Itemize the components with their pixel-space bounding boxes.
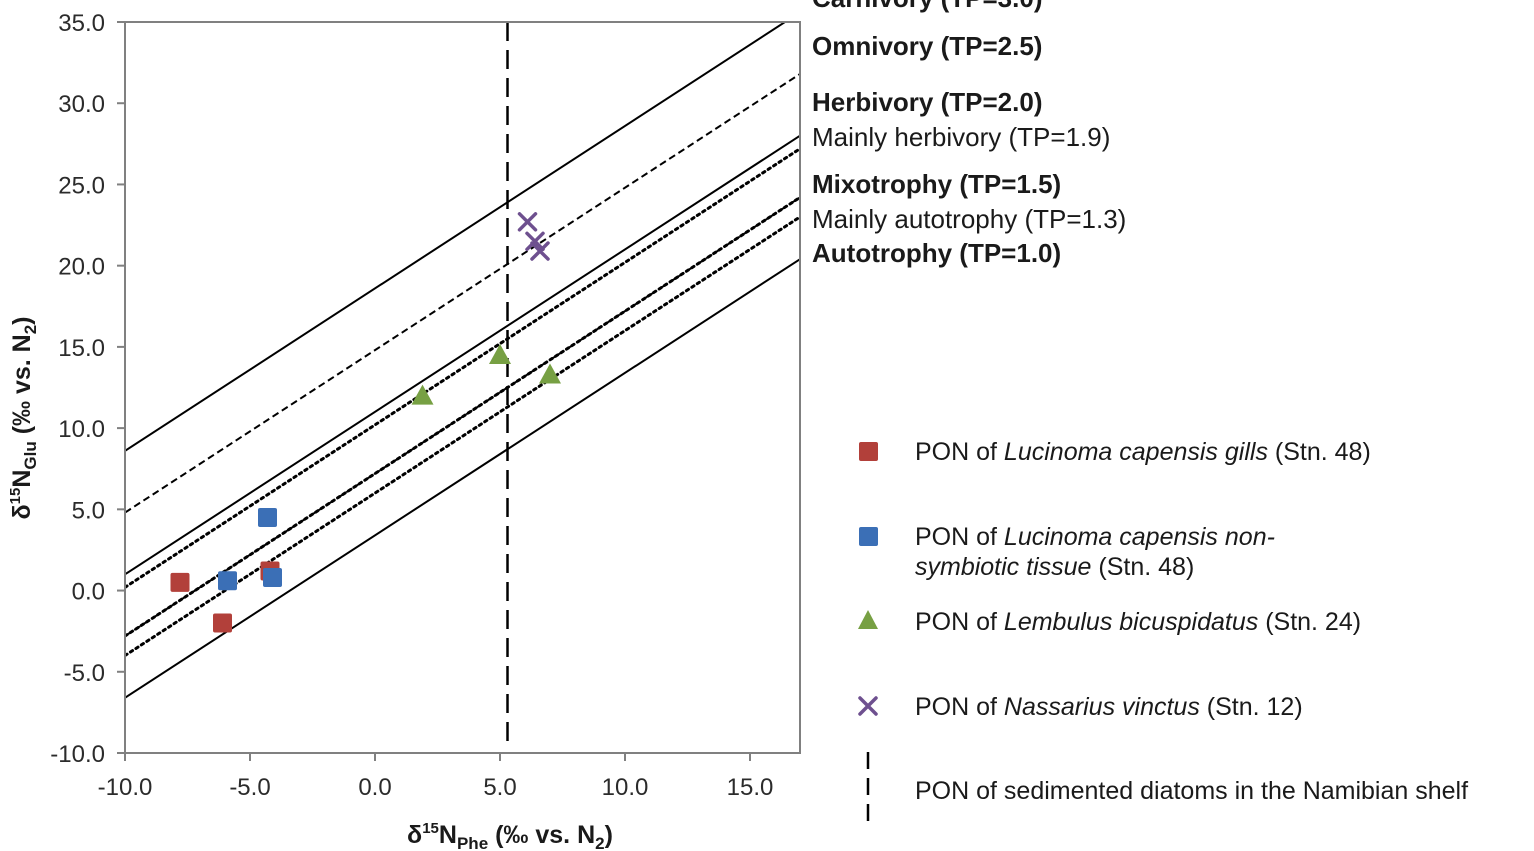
green-triangle-marker-icon xyxy=(855,607,895,647)
x-tick-label: 0.0 xyxy=(358,774,391,801)
point-triangle-2-1 xyxy=(489,344,511,365)
y-tick-label: 35.0 xyxy=(58,10,105,37)
tp-line-1 xyxy=(125,73,800,514)
point-square-1-1 xyxy=(258,507,277,527)
blue-square-marker-icon xyxy=(855,522,895,562)
x-axis-title: δ15NPhe (‰ vs. N2) xyxy=(407,820,613,851)
legend-item-nassarius: PON of Nassarius vinctus (Stn. 12) xyxy=(855,692,1303,732)
tp-label-5: Mainly autotrophy (TP=1.3) xyxy=(812,203,1127,234)
tp-label-0: Carnivory (TP=3.0) xyxy=(812,0,1042,11)
tp-line-3 xyxy=(125,147,800,589)
y-tick-label: 25.0 xyxy=(58,172,105,199)
x-tick-label: 15.0 xyxy=(727,774,774,801)
point-triangle-2-2 xyxy=(539,363,561,384)
point-square-1-2 xyxy=(263,568,282,588)
point-triangle-2-0 xyxy=(411,384,434,405)
tp-label-3: Mainly herbivory (TP=1.9) xyxy=(812,122,1111,153)
tp-line-5 xyxy=(125,196,800,637)
point-square-0-0 xyxy=(170,572,190,592)
tp-line-2 xyxy=(125,134,800,576)
y-tick-label: 30.0 xyxy=(58,91,105,118)
legend-item-lucinoma-non-symbiotic: PON of Lucinoma capensis non- symbiotic … xyxy=(855,522,1275,582)
point-cross-3-0 xyxy=(517,212,538,232)
point-cross-3-2 xyxy=(530,241,550,261)
y-axis-title: δ15NGlu (‰ vs. N2) xyxy=(7,316,40,519)
x-tick-label: -10.0 xyxy=(98,774,153,801)
y-tick-label: 15.0 xyxy=(58,335,105,362)
x-tick-label: 5.0 xyxy=(483,774,516,801)
dashed-vertical-line-icon xyxy=(855,750,895,832)
tp-label-4: Mixotrophy (TP=1.5) xyxy=(812,169,1062,200)
x-tick-label: -5.0 xyxy=(229,774,270,801)
red-square-marker-icon xyxy=(855,437,895,477)
legend-item-sedimented-diatoms: PON of sedimented diatoms in the Namibia… xyxy=(855,750,1468,832)
tp-label-1: Omnivory (TP=2.5) xyxy=(812,31,1043,62)
tp-label-2: Herbivory (TP=2.0) xyxy=(812,86,1043,117)
plot-frame xyxy=(124,21,801,754)
tp-line-0 xyxy=(125,22,787,452)
extra-dotted-line-0 xyxy=(125,215,800,658)
x-tick-label: 10.0 xyxy=(602,774,649,801)
point-square-1-0 xyxy=(218,571,237,591)
y-tick-label: -5.0 xyxy=(64,660,105,687)
y-tick-label: 5.0 xyxy=(72,497,105,524)
point-cross-3-1 xyxy=(525,231,545,252)
y-tick-label: -10.0 xyxy=(50,741,105,768)
point-square-0-1 xyxy=(213,613,232,633)
y-tick-label: 10.0 xyxy=(58,416,105,443)
tp-label-6: Autotrophy (TP=1.0) xyxy=(812,237,1062,268)
tp-line-6 xyxy=(125,258,800,699)
y-tick-label: 20.0 xyxy=(58,254,105,281)
legend-item-lucinoma-gills: PON of Lucinoma capensis gills (Stn. 48) xyxy=(855,437,1371,477)
legend-item-lembulus: PON of Lembulus bicuspidatus (Stn. 24) xyxy=(855,607,1361,647)
y-tick-label: 0.0 xyxy=(72,579,105,606)
purple-cross-marker-icon xyxy=(855,692,895,732)
